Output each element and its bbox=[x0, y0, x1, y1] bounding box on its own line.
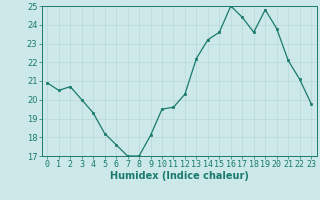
X-axis label: Humidex (Indice chaleur): Humidex (Indice chaleur) bbox=[110, 171, 249, 181]
